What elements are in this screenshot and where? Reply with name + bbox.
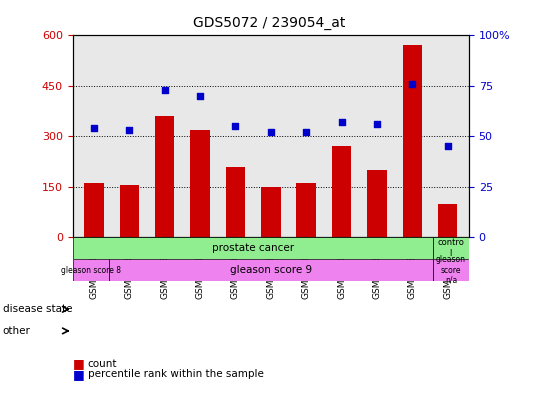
Bar [438,204,458,237]
Text: count: count [88,358,118,369]
Point [408,81,417,87]
Point [196,93,204,99]
Point [231,123,240,129]
Bar [403,46,422,237]
Bar [261,187,281,237]
Point [444,143,452,149]
Text: ■: ■ [73,357,85,370]
Bar [190,130,210,237]
Text: other: other [3,326,31,336]
Bar [226,167,245,237]
Text: percentile rank within the sample: percentile rank within the sample [88,369,264,379]
Text: gleason score 8: gleason score 8 [61,266,121,275]
Point [89,125,98,131]
Text: ■: ■ [73,367,85,381]
Bar [332,146,351,237]
Text: disease state: disease state [3,304,72,314]
Bar [296,184,316,237]
Text: contro
l: contro l [438,239,465,258]
Point [266,129,275,135]
Text: gleason score 9: gleason score 9 [230,265,312,275]
Point [161,87,169,93]
Bar [155,116,175,237]
Bar [433,237,469,259]
Point [302,129,310,135]
Point [337,119,346,125]
Bar [433,259,469,281]
Point [125,127,134,133]
Point [372,121,381,127]
Bar [84,184,103,237]
Text: prostate cancer: prostate cancer [212,243,294,253]
Bar [367,170,386,237]
Text: GDS5072 / 239054_at: GDS5072 / 239054_at [194,16,345,30]
Bar [73,259,109,281]
Bar [109,259,433,281]
Text: gleason
score
n/a: gleason score n/a [436,255,466,285]
Bar [120,185,139,237]
